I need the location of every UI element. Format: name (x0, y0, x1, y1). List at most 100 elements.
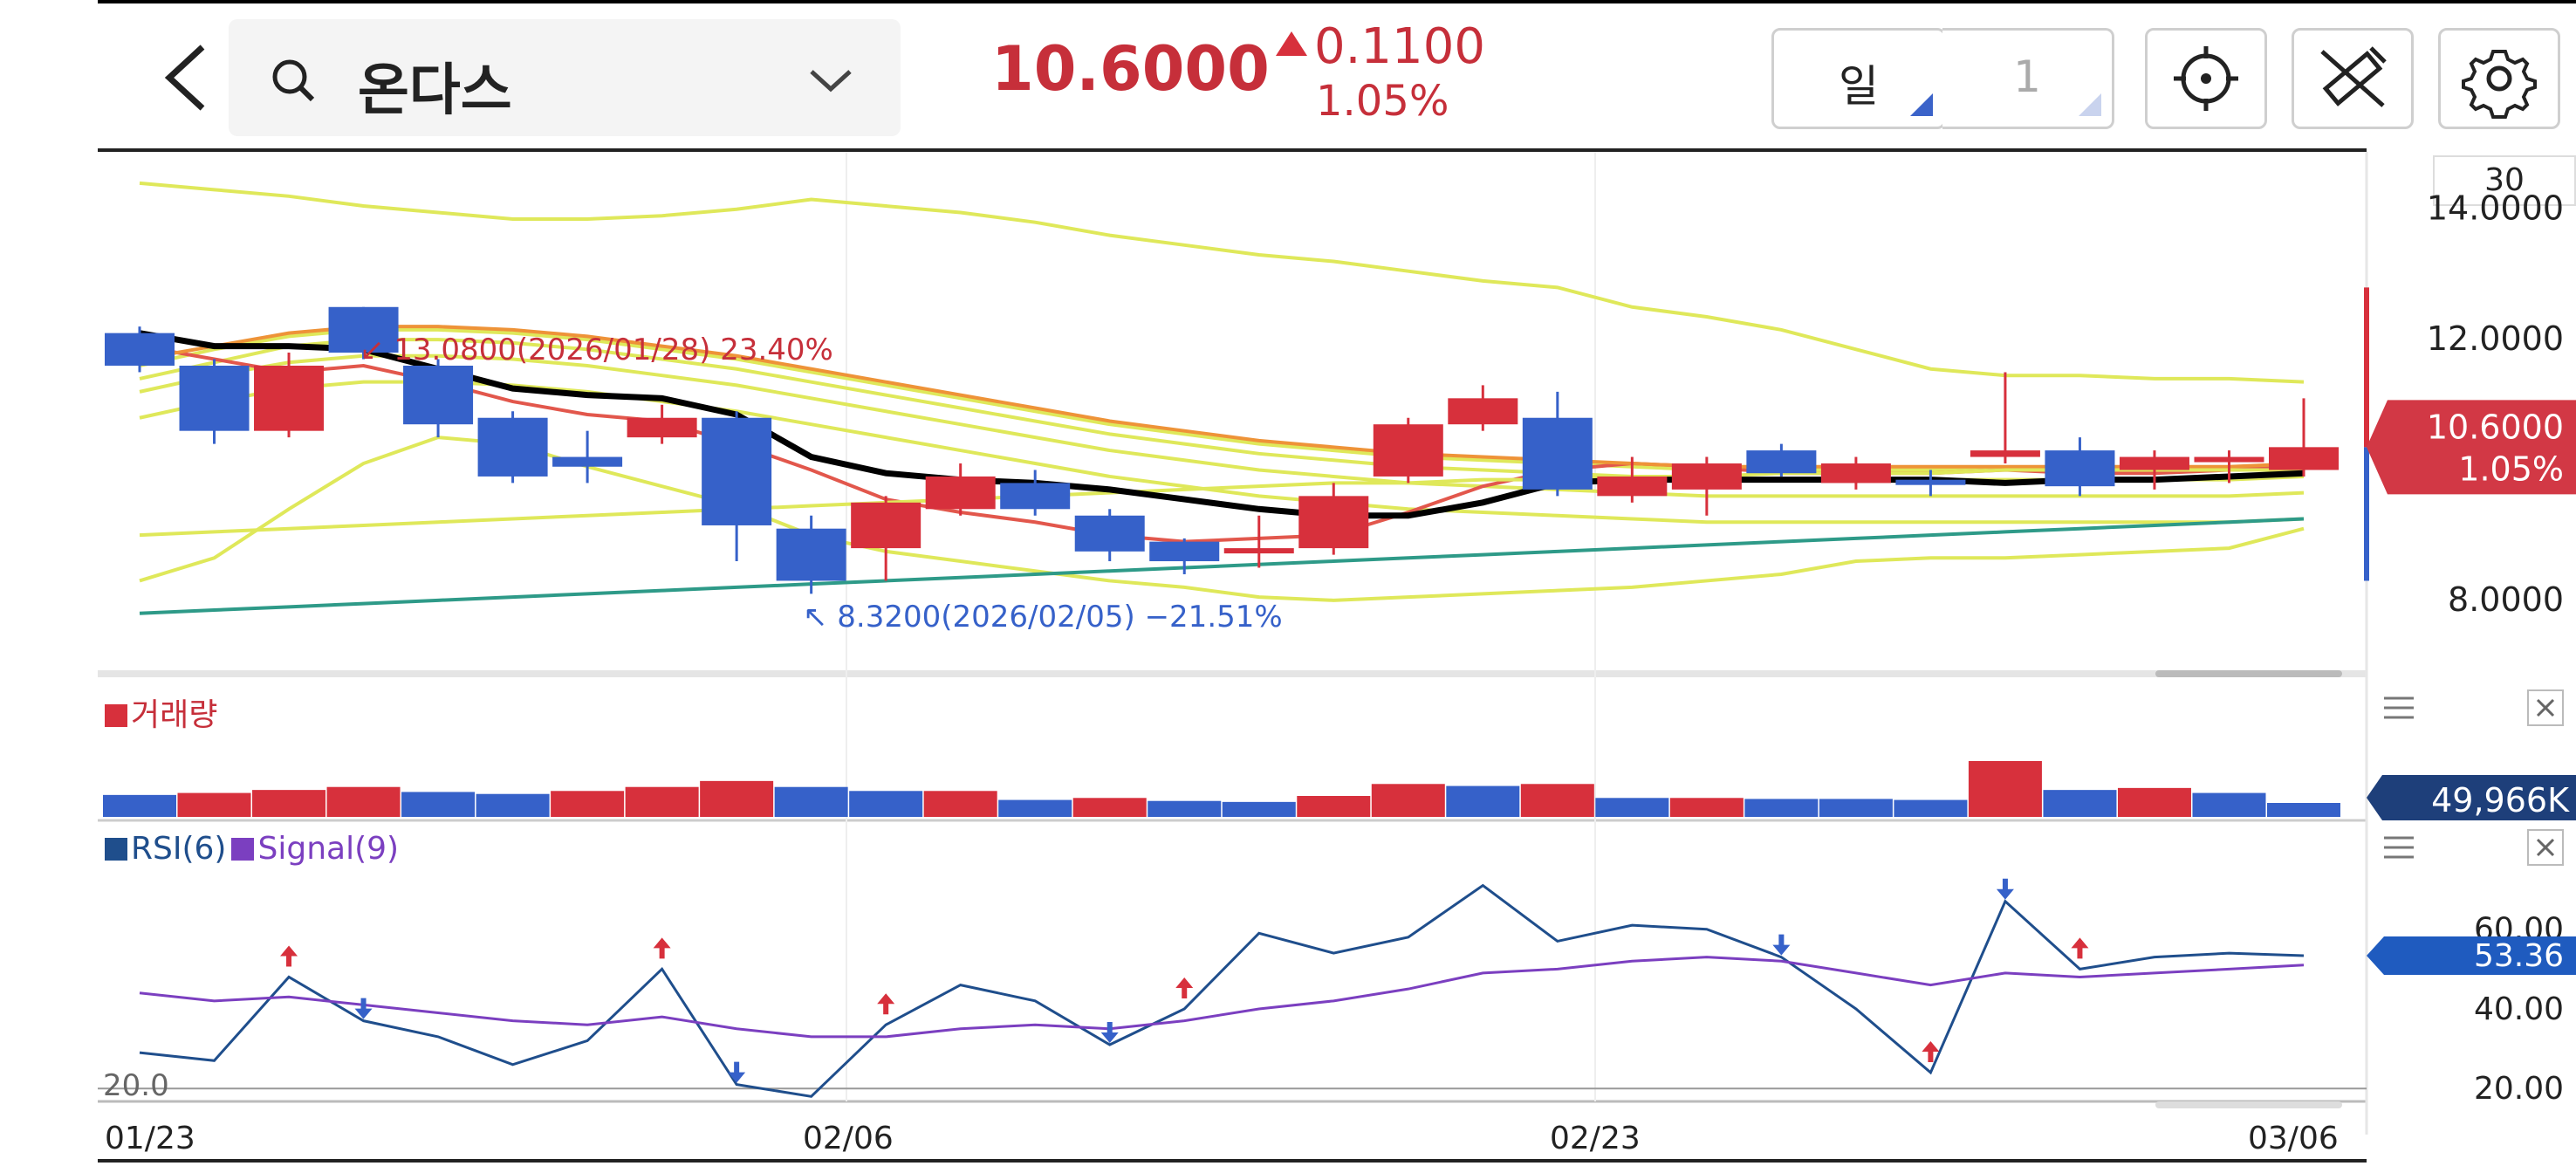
ma-line-20 (139, 325, 2305, 469)
volume-bar (2192, 792, 2266, 817)
current-price-tag-value: 10.6000 (2427, 408, 2564, 446)
rsi-scrollbar[interactable] (2155, 1101, 2342, 1108)
header-divider (98, 148, 2367, 153)
drawing-tools-button[interactable] (2292, 28, 2414, 129)
ma-line-BB상한20200 (139, 181, 2305, 384)
volume-bar (326, 786, 401, 817)
buy-signal-arrow (1922, 1040, 1940, 1062)
x-axis-label: 02/23 (1550, 1121, 1641, 1156)
volume-bar (1297, 796, 1371, 817)
volume-close-icon[interactable] (2527, 689, 2564, 726)
candle-body (1448, 398, 1518, 425)
current-price: 10.6000 (991, 33, 1270, 105)
settings-button[interactable] (2438, 28, 2560, 129)
legend-swatch (105, 838, 127, 861)
ma-line-120 (139, 517, 2305, 615)
corner-marker (1910, 93, 1933, 116)
candle-body (179, 365, 250, 431)
crosshair-button[interactable] (2145, 28, 2267, 129)
candle-body (1074, 515, 1145, 552)
candle-body (2045, 450, 2115, 487)
candle-body (851, 502, 921, 549)
candle-body (403, 365, 474, 425)
candle-body (1373, 424, 1443, 477)
gear-icon (2462, 50, 2537, 119)
candle-body (105, 333, 175, 366)
volume-swatch (105, 704, 127, 727)
volume-bar (103, 794, 176, 817)
rsi-tag-value: 53.36 (2474, 938, 2564, 974)
price-scrollbar[interactable] (2155, 670, 2342, 677)
volume-bar (1669, 798, 1744, 817)
rsi-line-RSI6 (139, 883, 2305, 1098)
volume-tag-value: 49,966K (2431, 781, 2570, 820)
candle-body (254, 365, 325, 431)
candle-body (1597, 476, 1668, 497)
x-axis-label: 02/06 (803, 1121, 894, 1156)
period-value: 1 (2013, 51, 2041, 102)
volume-bar (1894, 799, 1968, 817)
high-annotation: ↙ 13.0800(2026/01/28) 23.40% (360, 333, 833, 367)
volume-bar (1072, 798, 1147, 817)
volume-menu-icon[interactable] (2381, 689, 2417, 726)
rsi-line-Signal9 (139, 956, 2305, 1039)
change-percent: 1.05% (1316, 77, 1449, 126)
volume-bar (774, 786, 848, 817)
volume-bar (1148, 800, 1222, 817)
volume-bar (476, 793, 550, 817)
candle-body (1223, 548, 1294, 554)
header: 온다스 10.6000 0.1100 1.05% 일 1 (0, 0, 2576, 150)
legend-label: RSI(6) (131, 831, 227, 867)
up-triangle-icon (1276, 31, 1307, 56)
candle-body (552, 456, 623, 467)
corner-marker (2079, 93, 2101, 116)
buy-signal-arrow (2071, 937, 2089, 959)
stock-search-box[interactable]: 온다스 (229, 19, 901, 136)
period-label: 일 (1839, 61, 1879, 112)
buy-signal-arrow (1175, 977, 1194, 998)
stock-name: 온다스 (358, 58, 512, 123)
volume-bar (2267, 803, 2340, 817)
volume-label: 거래량 (131, 697, 218, 733)
price-axis-label: 12.0000 (2427, 319, 2564, 358)
volume-bar (998, 799, 1072, 817)
volume-bar (1371, 784, 1445, 817)
volume-bar (1222, 801, 1296, 817)
rsi-menu-icon[interactable] (2381, 829, 2417, 866)
crosshair-icon (2174, 46, 2238, 111)
rsi-close-icon[interactable] (2527, 829, 2564, 866)
sell-signal-arrow (728, 1061, 746, 1083)
volume-bar (1968, 761, 2042, 817)
candle-body (776, 528, 846, 581)
current-price-tag (2367, 400, 2576, 495)
volume-bar (401, 792, 476, 817)
candle-body (1671, 463, 1742, 490)
candle-body (2194, 456, 2264, 463)
candle-body (1522, 417, 1593, 490)
candle-body (1298, 496, 1369, 549)
legend-swatch (231, 838, 255, 861)
candle-body (925, 476, 996, 510)
volume-bar (2043, 790, 2117, 817)
sell-signal-arrow (354, 998, 373, 1019)
volume-bar (849, 791, 923, 817)
legend-label: Signal(9) (257, 831, 400, 867)
candle-body (2269, 447, 2339, 470)
volume-bar (1744, 799, 1819, 817)
candle-body (1746, 450, 1817, 474)
volume-bar (551, 791, 625, 817)
buy-signal-arrow (877, 993, 895, 1015)
candle-body (477, 417, 548, 477)
candle-count-box[interactable]: 30 (2433, 155, 2576, 206)
candle-body (702, 417, 772, 525)
period-value-selector[interactable]: 1 (1942, 28, 2114, 129)
sell-signal-arrow (1100, 1022, 1119, 1044)
chevron-down-icon[interactable] (805, 63, 857, 98)
back-icon[interactable] (150, 38, 220, 117)
candle-body (1820, 463, 1891, 484)
current-price-tag-pct: 1.05% (2458, 449, 2564, 488)
change-value: 0.1100 (1314, 18, 1485, 75)
rsi-axis-label: 40.00 (2474, 991, 2564, 1027)
volume-bar (625, 786, 699, 817)
